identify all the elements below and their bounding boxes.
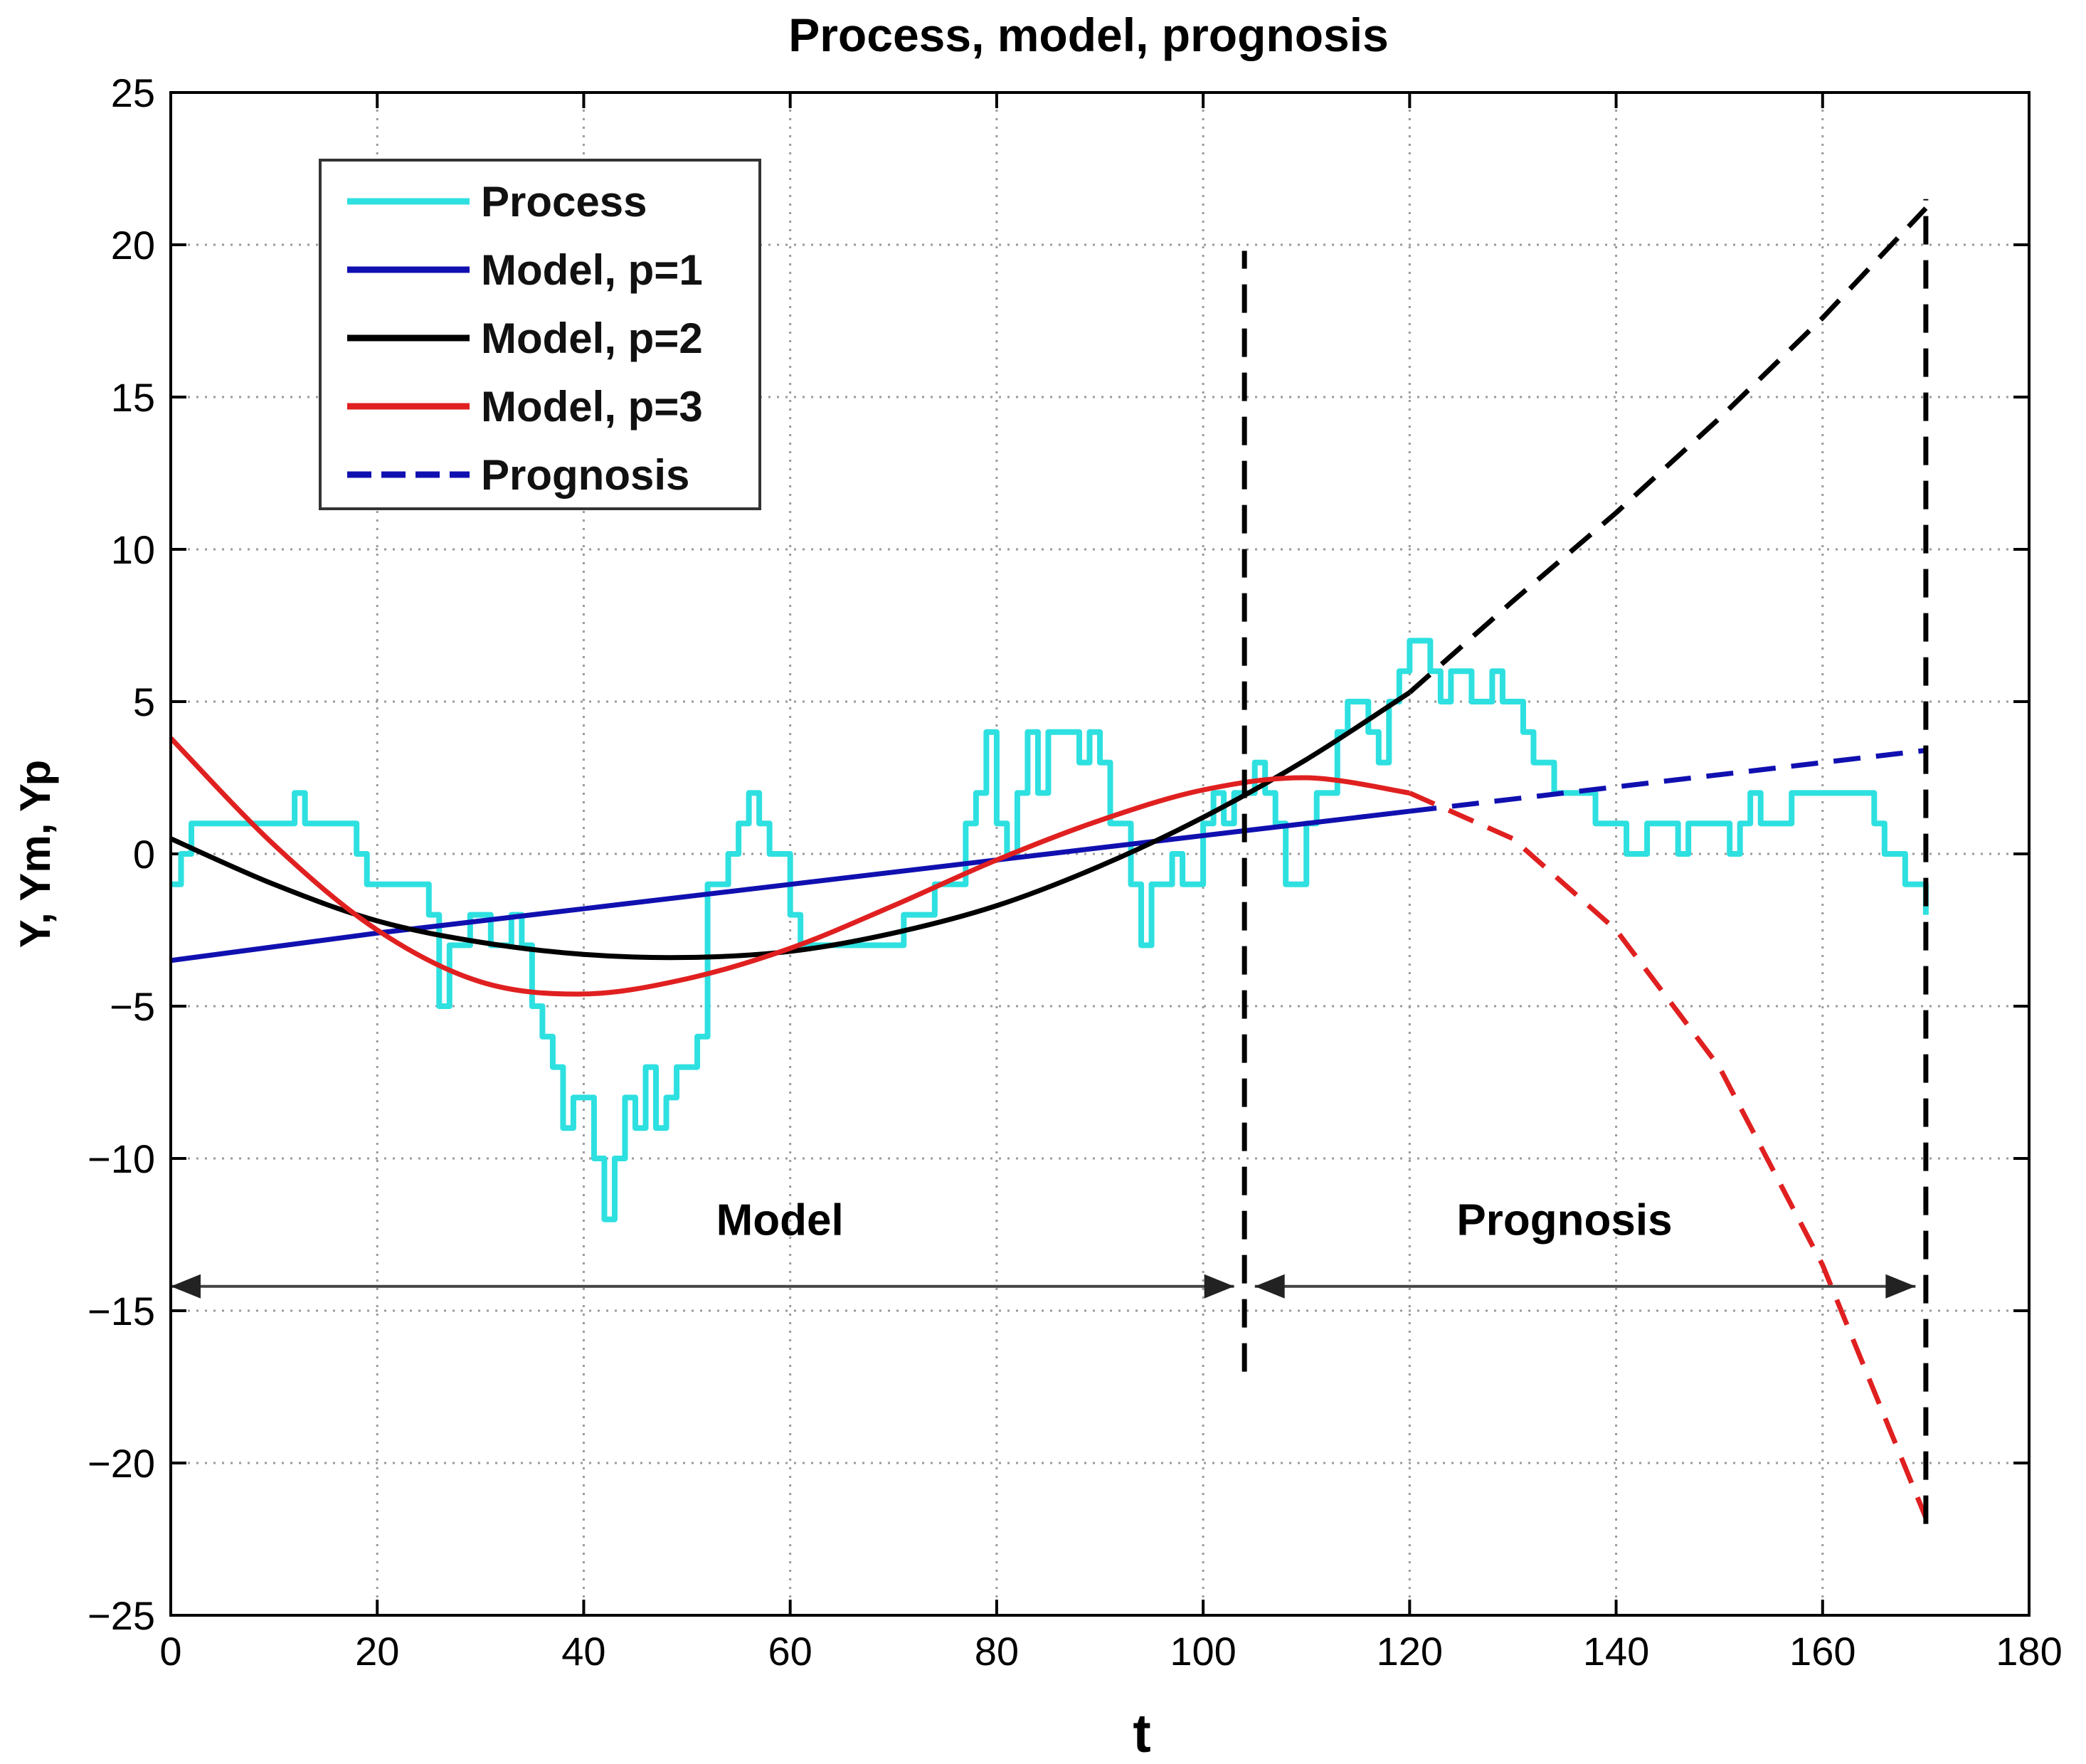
arrow-head-right xyxy=(1204,1274,1234,1299)
arrow-head-left xyxy=(171,1274,201,1299)
x-tick-label: 60 xyxy=(768,1629,812,1674)
x-tick-label: 40 xyxy=(561,1629,605,1674)
series-prognosis-p-2 xyxy=(1408,206,1928,694)
legend-label-5: Prognosis xyxy=(481,451,689,499)
series-prognosis-p-1 xyxy=(1409,748,1927,814)
legend-label-2: Model, p=1 xyxy=(481,246,703,294)
y-tick-label: 10 xyxy=(111,527,155,572)
x-axis-ticks: 0 20 40 60 80 100 120 140 160 180 xyxy=(159,93,2063,1674)
y-tick-label: 5 xyxy=(133,680,155,724)
y-tick-label: 0 xyxy=(133,832,155,877)
legend-box xyxy=(319,159,761,510)
y-tick-label: 15 xyxy=(111,375,155,420)
series-prognosis-p-3 xyxy=(1408,791,1929,1519)
arrow-head-right xyxy=(1885,1274,1916,1299)
series-model-p-3 xyxy=(169,736,1410,997)
x-tick-label: 80 xyxy=(975,1629,1019,1674)
region-label-prognosis: Prognosis xyxy=(1456,1196,1672,1245)
y-tick-label: −25 xyxy=(88,1593,155,1638)
legend-label-4: Model, p=3 xyxy=(481,383,703,431)
legend-label-3: Model, p=2 xyxy=(481,315,703,362)
y-tick-label: 20 xyxy=(111,223,155,268)
series-model-p-2 xyxy=(169,690,1412,961)
x-tick-label: 20 xyxy=(355,1629,399,1674)
x-axis-label: t xyxy=(1133,1704,1150,1764)
y-tick-label: −5 xyxy=(110,984,155,1029)
series-layer xyxy=(169,206,1929,1519)
y-tick-label: −10 xyxy=(88,1136,155,1181)
boundary-lines xyxy=(1241,199,1929,1524)
chart-title: Process, model, prognosis xyxy=(788,9,1389,61)
y-axis-ticks: −25 −20 −15 −10 −5 0 5 10 15 20 25 xyxy=(88,70,2029,1638)
x-tick-label: 0 xyxy=(159,1629,181,1674)
plot-frame xyxy=(169,91,2031,1617)
series-model-p-1 xyxy=(170,808,1410,963)
series-process xyxy=(171,638,1929,1222)
legend: Process Model, p=1 Model, p=2 Model, p=3 Pro… xyxy=(319,159,761,510)
x-tick-label: 180 xyxy=(1996,1629,2062,1674)
y-axis-label: Y, Ym, Yp xyxy=(11,760,59,949)
arrow-head-left xyxy=(1254,1274,1285,1299)
x-tick-label: 100 xyxy=(1170,1629,1236,1674)
annotations: Model Prognosis xyxy=(171,1196,1916,1299)
x-tick-label: 120 xyxy=(1377,1629,1443,1674)
x-tick-label: 160 xyxy=(1789,1629,1855,1674)
y-tick-label: 25 xyxy=(111,70,155,115)
x-tick-label: 140 xyxy=(1583,1629,1649,1674)
region-label-model: Model xyxy=(716,1196,844,1245)
legend-label-1: Process xyxy=(481,178,647,226)
y-tick-label: −15 xyxy=(88,1289,155,1333)
y-tick-label: −20 xyxy=(88,1441,155,1486)
